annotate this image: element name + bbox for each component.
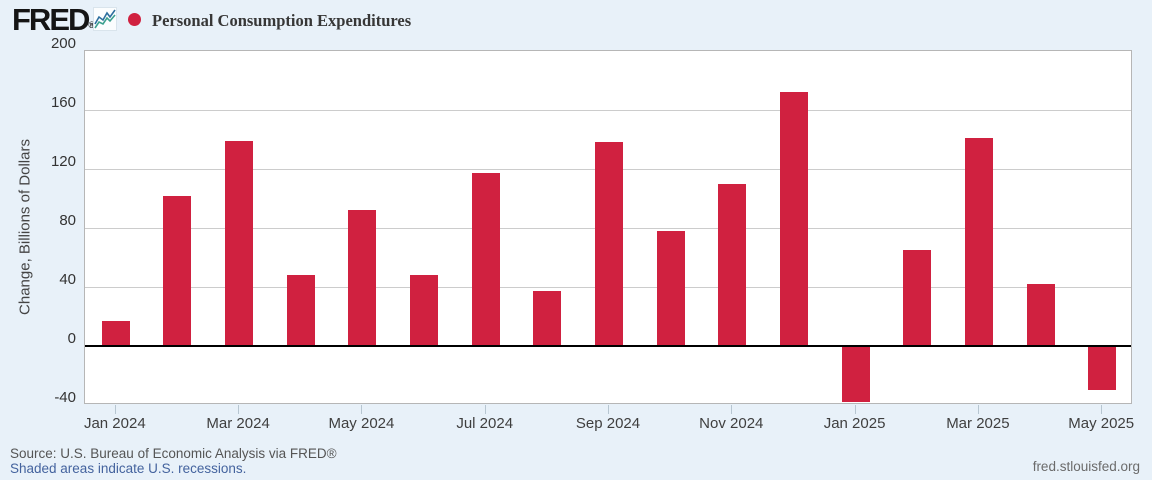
x-tick-label: Jul 2024 [456,415,514,432]
bar-mar-2025[interactable] [964,138,993,346]
x-tick-label: Mar 2024 [206,415,270,432]
bar-may-2024[interactable] [348,210,377,346]
bar-apr-2024[interactable] [286,275,315,346]
y-tick-label: 0 [67,330,76,347]
x-tick-label: May 2025 [1068,415,1135,432]
bar-sep-2024[interactable] [595,142,623,346]
x-tick [608,405,609,414]
registered-mark: ® [88,20,96,30]
x-tick-label: Sep 2024 [575,415,641,432]
x-tick [977,405,979,414]
x-tick [361,405,363,414]
x-tick [484,405,486,414]
bar-feb-2025[interactable] [903,250,932,346]
bar-nov-2024[interactable] [718,183,747,346]
x-tick-label: Jan 2025 [823,415,886,432]
y-tick-label: 80 [59,212,76,229]
x-tick-label: May 2024 [328,415,395,432]
x-tick [731,405,733,414]
legend-series-label: Personal Consumption Expenditures [152,11,412,30]
bar-mar-2024[interactable] [225,140,254,346]
bar-oct-2024[interactable] [656,230,685,346]
x-tick-label: Nov 2024 [699,415,764,432]
fred-logo[interactable]: FRED® [12,2,95,38]
zero-line [85,345,1131,347]
bar-feb-2024[interactable] [163,195,192,346]
legend-marker-icon [128,13,141,26]
bar-aug-2024[interactable] [533,291,562,346]
x-tick [854,405,856,414]
y-gridline [85,109,1131,111]
y-tick-label: 120 [50,153,76,170]
y-tick-label: -40 [54,389,76,406]
y-tick-label: 200 [50,35,76,52]
x-tick [114,405,116,414]
fred-sparkline-icon [93,7,117,31]
bar-dec-2024[interactable] [779,92,808,346]
bar-apr-2025[interactable] [1026,284,1055,346]
x-tick [1101,405,1103,414]
bar-jan-2024[interactable] [101,320,130,346]
plot-area [84,50,1132,404]
fred-site-link[interactable]: fred.stlouisfed.org [1032,459,1140,474]
x-tick [238,405,240,414]
bar-jan-2025[interactable] [841,346,870,403]
bar-may-2025[interactable] [1088,346,1117,391]
x-tick-label: Jan 2024 [83,415,146,432]
fred-logo-text: FRED [12,2,90,37]
source-text: Source: U.S. Bureau of Economic Analysis… [10,446,337,461]
recessions-link[interactable]: Shaded areas indicate U.S. recessions. [10,461,247,476]
header: FRED® Personal Consumption Expenditures [0,0,1152,40]
bar-jun-2024[interactable] [410,275,439,346]
y-tick-label: 160 [50,94,76,111]
y-tick-label: 40 [59,271,76,288]
bar-jul-2024[interactable] [471,173,500,346]
x-tick-label: Mar 2025 [946,415,1010,432]
